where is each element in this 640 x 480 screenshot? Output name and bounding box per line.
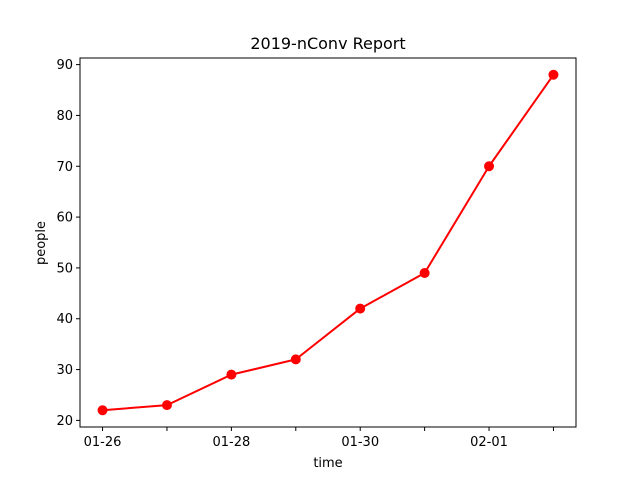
y-tick-label: 60 [56, 211, 73, 226]
data-point [548, 69, 559, 80]
data-point [484, 161, 495, 172]
y-tick-label: 80 [56, 109, 73, 124]
y-tick-label: 40 [56, 312, 73, 327]
y-axis-label: people [34, 221, 49, 265]
data-point [97, 405, 108, 416]
plot-area [80, 58, 576, 427]
data-point [355, 303, 366, 314]
y-tick-label: 30 [56, 363, 73, 378]
series-line [102, 74, 555, 412]
x-tick-label: 02-01 [470, 435, 508, 450]
data-series [97, 69, 559, 416]
x-tick-label: 01-30 [341, 435, 379, 450]
y-tick-label: 70 [56, 160, 73, 175]
y-tick-label: 20 [56, 414, 73, 429]
y-axis: 20 30 40 50 60 70 80 90 [56, 58, 80, 429]
y-tick-label: 90 [56, 58, 73, 73]
data-point [226, 369, 237, 380]
y-tick-label: 50 [56, 261, 73, 276]
data-point [419, 267, 430, 278]
data-point [161, 400, 172, 411]
x-tick-label: 01-28 [212, 435, 250, 450]
x-axis-label: time [313, 456, 342, 471]
data-point [290, 354, 301, 365]
chart-title: 2019-nConv Report [250, 34, 405, 53]
x-axis: 01-26 01-28 01-30 02-01 [84, 427, 554, 450]
plot-frame [79, 57, 577, 428]
x-tick-label: 01-26 [84, 435, 122, 450]
